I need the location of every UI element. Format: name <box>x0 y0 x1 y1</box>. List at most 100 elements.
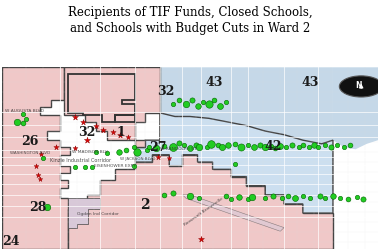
Point <box>82 166 88 170</box>
Point <box>347 143 353 147</box>
Point <box>360 198 366 202</box>
Point <box>176 141 182 145</box>
Text: 1: 1 <box>116 126 125 139</box>
Point <box>176 99 182 103</box>
Point <box>131 164 137 168</box>
Point <box>296 146 302 150</box>
Point <box>170 102 176 106</box>
Point <box>215 143 221 147</box>
Point <box>110 131 116 135</box>
Point <box>181 143 187 147</box>
Point <box>146 146 152 150</box>
Point <box>207 142 214 146</box>
Text: Roosevelt Bronzeville: Roosevelt Bronzeville <box>183 196 223 226</box>
Point <box>183 102 189 106</box>
Point <box>285 194 291 198</box>
Text: 27: 27 <box>149 141 167 153</box>
Point <box>256 143 263 147</box>
Point <box>72 147 78 151</box>
Point <box>116 150 122 154</box>
Text: Ogden Ind Corridor: Ogden Ind Corridor <box>77 211 119 215</box>
Point <box>345 198 351 202</box>
Point <box>300 143 306 147</box>
Text: Kinzie Industrial Corridor: Kinzie Industrial Corridor <box>50 157 111 162</box>
Text: 32: 32 <box>78 126 95 139</box>
Point <box>328 146 334 150</box>
Point <box>317 194 323 198</box>
Point <box>84 139 90 143</box>
Point <box>262 197 268 201</box>
Point <box>322 143 328 147</box>
Point <box>225 143 231 147</box>
Text: Recipients of TIF Funds, Closed Schools,
and Schools with Budget Cuts in Ward 2: Recipients of TIF Funds, Closed Schools,… <box>68 6 312 35</box>
Point <box>134 150 140 154</box>
Polygon shape <box>182 195 284 231</box>
Point <box>288 143 294 147</box>
Point <box>200 101 206 105</box>
Point <box>23 118 29 122</box>
Point <box>334 143 340 147</box>
Point <box>245 198 251 202</box>
Point <box>117 133 124 137</box>
Point <box>217 104 223 108</box>
Point <box>123 149 129 153</box>
Point <box>89 165 95 169</box>
Point <box>187 194 193 198</box>
Point <box>245 143 251 147</box>
Point <box>35 173 41 177</box>
Point <box>315 146 321 150</box>
Point <box>161 193 167 197</box>
Point <box>72 116 78 120</box>
Point <box>189 99 195 103</box>
Point <box>36 178 43 182</box>
Polygon shape <box>135 113 333 213</box>
Point <box>206 102 212 106</box>
Point <box>54 146 60 150</box>
Point <box>322 197 328 201</box>
Text: 24: 24 <box>3 234 20 247</box>
Point <box>262 146 268 150</box>
Point <box>232 142 238 146</box>
Point <box>268 144 274 148</box>
Text: W MADISON BLV: W MADISON BLV <box>73 149 108 153</box>
Text: WASHINGTON BLVD: WASHINGTON BLVD <box>10 150 50 154</box>
Point <box>283 146 289 150</box>
Point <box>198 237 204 241</box>
Point <box>196 196 203 200</box>
Point <box>232 162 238 166</box>
Point <box>44 205 50 209</box>
Text: 42: 42 <box>264 140 282 152</box>
Point <box>307 197 314 201</box>
Text: 32: 32 <box>157 85 174 98</box>
Polygon shape <box>68 155 333 249</box>
Point <box>125 136 131 140</box>
Point <box>33 164 39 168</box>
Point <box>131 145 137 149</box>
Point <box>155 156 161 160</box>
Point <box>40 157 46 161</box>
Point <box>292 197 298 201</box>
Point <box>196 146 203 150</box>
Point <box>93 150 99 154</box>
Point <box>337 197 344 201</box>
Circle shape <box>339 77 380 98</box>
Point <box>238 145 244 149</box>
Point <box>272 147 278 151</box>
Text: 43: 43 <box>206 76 223 89</box>
Text: EISENHOWER EXPY: EISENHOWER EXPY <box>94 163 136 167</box>
Polygon shape <box>333 68 378 150</box>
Point <box>104 151 110 155</box>
Point <box>311 143 317 147</box>
Polygon shape <box>68 199 100 228</box>
Polygon shape <box>160 68 333 144</box>
Point <box>187 147 193 151</box>
Point <box>249 195 255 199</box>
Polygon shape <box>2 68 70 249</box>
Text: 28: 28 <box>29 200 46 213</box>
Text: 43: 43 <box>302 76 319 89</box>
Point <box>153 147 159 151</box>
Point <box>270 194 276 198</box>
Point <box>330 194 336 198</box>
Point <box>195 104 201 108</box>
Point <box>251 146 257 150</box>
